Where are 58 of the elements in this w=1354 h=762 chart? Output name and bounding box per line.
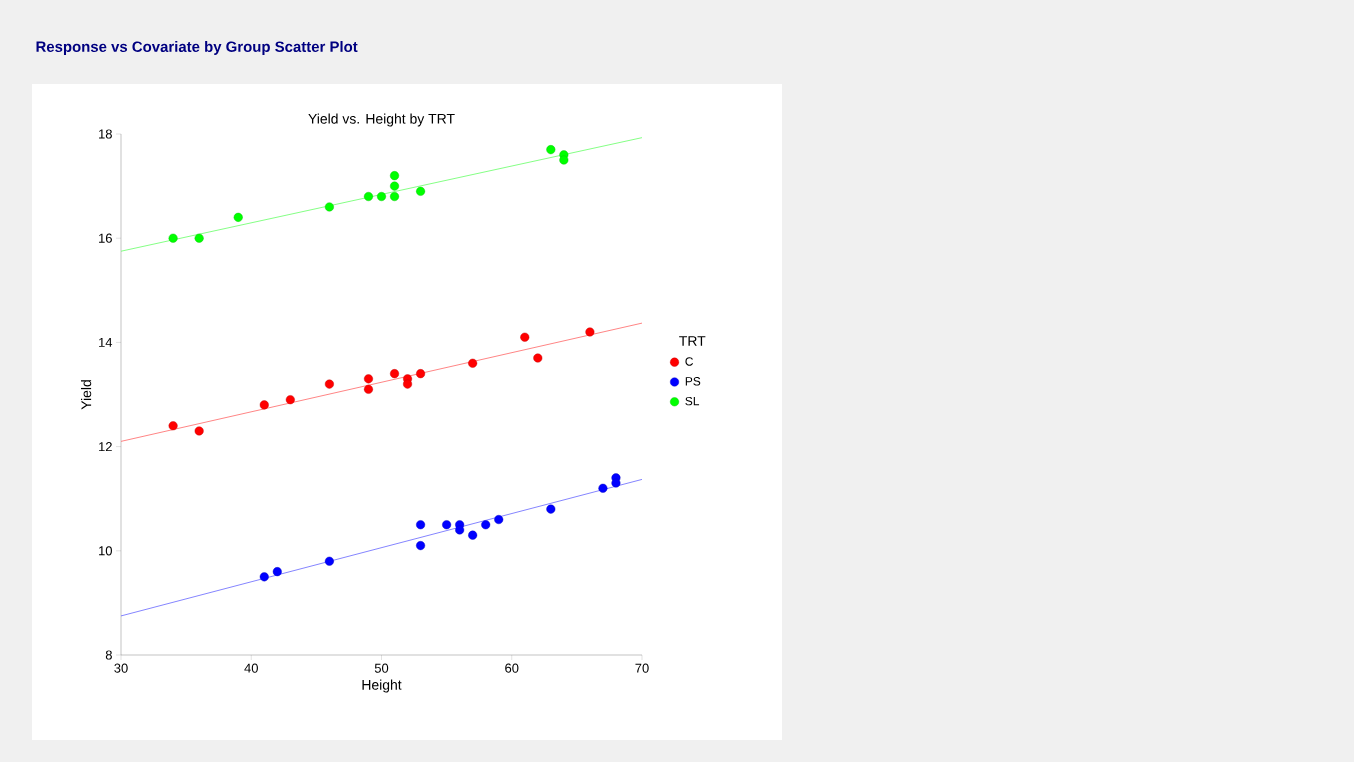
point xyxy=(363,192,373,202)
x-tick-label: 50 xyxy=(374,663,389,673)
point xyxy=(546,504,556,514)
point xyxy=(455,525,465,535)
y-tick-label: 8 xyxy=(105,650,112,660)
x-tick-label: 30 xyxy=(114,663,128,673)
point xyxy=(259,572,269,582)
chart-title: Response vs Covariate by Group Scatter Plot xyxy=(36,41,358,55)
point xyxy=(611,478,621,488)
legend-label: C xyxy=(685,357,693,366)
point xyxy=(494,515,504,525)
point xyxy=(533,353,543,363)
x-tick-label: 70 xyxy=(635,663,649,673)
point xyxy=(233,212,243,222)
point xyxy=(272,567,282,577)
point xyxy=(363,374,373,384)
point xyxy=(559,155,569,165)
x-tick-label: 40 xyxy=(244,663,258,673)
point xyxy=(520,332,530,342)
point xyxy=(168,233,178,243)
point xyxy=(390,192,400,202)
point xyxy=(363,384,373,394)
y-tick-label: 16 xyxy=(99,233,112,243)
legend-label: PS xyxy=(685,377,701,386)
point xyxy=(468,530,478,540)
y-tick-label: 14 xyxy=(99,337,113,347)
point xyxy=(324,556,334,566)
y-axis-title: Yield xyxy=(80,380,92,410)
point xyxy=(377,192,386,202)
y-tick-label: 10 xyxy=(99,546,112,556)
y-tick-label: 18 xyxy=(99,129,112,139)
point xyxy=(598,483,608,493)
point xyxy=(259,400,269,410)
point xyxy=(390,171,400,181)
chart-subtitle: Yield vs. Height by TRT xyxy=(308,113,455,127)
point xyxy=(442,520,452,530)
point xyxy=(481,520,491,530)
point xyxy=(324,202,334,212)
point xyxy=(416,186,426,196)
point xyxy=(194,426,204,436)
point xyxy=(324,379,334,389)
x-tick-label: 60 xyxy=(505,663,519,673)
point xyxy=(546,145,556,155)
point xyxy=(416,369,426,379)
y-tick-label: 12 xyxy=(99,442,112,452)
point xyxy=(416,520,426,530)
point xyxy=(390,369,400,379)
legend-label: SL xyxy=(685,396,700,406)
point xyxy=(390,181,400,191)
point xyxy=(168,421,178,431)
point xyxy=(416,541,426,551)
point xyxy=(585,327,595,337)
point xyxy=(403,379,413,389)
x-axis-title: Height xyxy=(362,679,402,693)
point xyxy=(285,395,295,405)
point xyxy=(468,358,478,368)
point xyxy=(194,233,204,243)
legend-title: TRT xyxy=(679,336,706,346)
